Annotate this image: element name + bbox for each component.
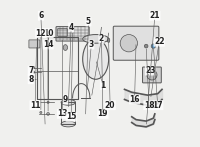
Text: 7: 7 [28,66,33,75]
Text: 11: 11 [30,101,40,110]
Ellipse shape [120,35,137,52]
Text: 12: 12 [36,29,46,38]
FancyBboxPatch shape [58,28,67,36]
Text: 3: 3 [89,40,94,49]
Ellipse shape [83,39,109,79]
FancyBboxPatch shape [113,26,159,60]
Text: 4: 4 [69,23,74,32]
Ellipse shape [47,101,49,103]
Text: 17: 17 [152,101,163,110]
Text: 18: 18 [144,101,154,110]
Ellipse shape [83,35,109,43]
Text: 1: 1 [100,81,106,90]
Text: 2: 2 [99,34,104,43]
Text: 19: 19 [98,109,108,118]
Text: 20: 20 [105,101,115,110]
FancyBboxPatch shape [56,27,89,41]
Ellipse shape [147,70,157,80]
Text: 16: 16 [129,95,140,104]
Ellipse shape [100,34,103,38]
Text: 14: 14 [43,40,53,49]
Ellipse shape [33,71,35,73]
Ellipse shape [108,38,110,42]
Ellipse shape [33,67,35,69]
Text: 6: 6 [38,11,43,20]
Ellipse shape [61,121,75,127]
Text: 10: 10 [43,29,53,38]
Ellipse shape [63,45,68,50]
Ellipse shape [144,44,148,48]
Text: 5: 5 [86,17,91,26]
Text: 9: 9 [63,95,68,104]
Ellipse shape [151,44,156,48]
Text: 8: 8 [28,75,33,84]
Text: 21: 21 [150,11,160,20]
Text: 13: 13 [57,109,68,118]
FancyBboxPatch shape [29,40,40,48]
Text: 15: 15 [66,112,76,121]
Ellipse shape [61,100,75,105]
Ellipse shape [40,111,42,113]
Ellipse shape [47,112,50,115]
Text: 23: 23 [145,66,156,75]
FancyBboxPatch shape [143,67,161,83]
Text: 22: 22 [154,37,164,46]
